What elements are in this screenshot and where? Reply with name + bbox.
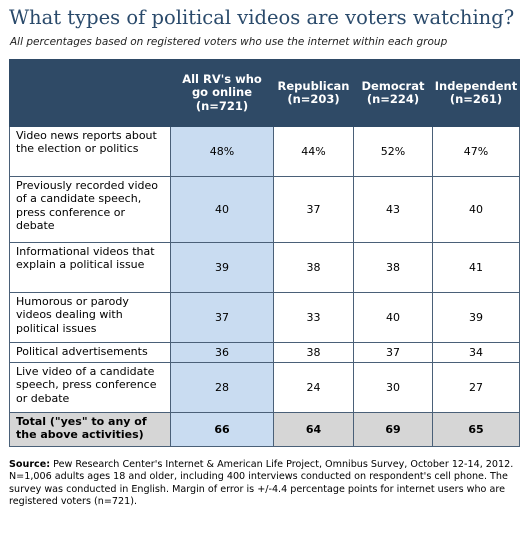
row-label: Video news reports about the election or… — [9, 126, 171, 177]
header-rep-line1: Republican — [277, 78, 350, 93]
value-cell: 48% — [170, 126, 274, 177]
table-body: Video news reports about the election or… — [9, 126, 520, 447]
value-cell: 30 — [353, 362, 433, 413]
value-cell: 36 — [170, 342, 274, 363]
header-democrat: Democrat (n=224) — [353, 59, 433, 127]
table-row: Live video of a candidate speech, press … — [9, 362, 520, 413]
source-text: Pew Research Center's Internet & America… — [9, 459, 514, 508]
value-cell: 47% — [432, 126, 520, 177]
value-cell: 34 — [432, 342, 520, 363]
table-row: Humorous or parody videos dealing with p… — [9, 292, 520, 343]
value-cell: 52% — [353, 126, 433, 177]
table-row: Previously recorded video of a candidate… — [9, 176, 520, 243]
row-label: Humorous or parody videos dealing with p… — [9, 292, 171, 343]
value-cell: 28 — [170, 362, 274, 413]
table-row: Informational videos that explain a poli… — [9, 242, 520, 293]
header-republican: Republican (n=203) — [273, 59, 354, 127]
header-all-rv: All RV's who go online (n=721) — [170, 59, 274, 127]
value-cell: 40 — [353, 292, 433, 343]
row-label: Previously recorded video of a candidate… — [9, 176, 171, 243]
header-independent: Independent (n=261) — [432, 59, 520, 127]
value-cell: 66 — [170, 412, 274, 447]
value-cell: 33 — [273, 292, 354, 343]
header-rep-line2: (n=203) — [287, 92, 340, 106]
value-cell: 69 — [353, 412, 433, 447]
header-dem-line2: (n=224) — [366, 92, 420, 106]
table-row: Video news reports about the election or… — [9, 126, 520, 177]
table-row: Total ("yes" to any of the above activit… — [9, 412, 520, 447]
header-empty-cell — [9, 59, 171, 127]
value-cell: 38 — [353, 242, 433, 293]
header-all-rv-line3: (n=721) — [195, 98, 249, 113]
data-table: All RV's who go online (n=721) Republica… — [9, 59, 520, 447]
value-cell: 38 — [273, 242, 354, 293]
value-cell: 39 — [170, 242, 274, 293]
chart-subtitle: All percentages based on registered vote… — [10, 36, 448, 48]
value-cell: 39 — [432, 292, 520, 343]
value-cell: 37 — [170, 292, 274, 343]
row-label: Live video of a candidate speech, press … — [9, 362, 171, 413]
value-cell: 65 — [432, 412, 520, 447]
header-ind-line1: Independent — [434, 78, 518, 93]
value-cell: 43 — [353, 176, 433, 243]
source-note: Source: Pew Research Center's Internet &… — [9, 459, 519, 509]
value-cell: 41 — [432, 242, 520, 293]
value-cell: 37 — [353, 342, 433, 363]
table-row: Political advertisements 36 38 37 34 — [9, 342, 520, 363]
row-label: Informational videos that explain a poli… — [9, 242, 171, 293]
value-cell: 38 — [273, 342, 354, 363]
source-label: Source: — [9, 459, 51, 470]
value-cell: 24 — [273, 362, 354, 413]
row-label: Total ("yes" to any of the above activit… — [9, 412, 171, 447]
value-cell: 27 — [432, 362, 520, 413]
value-cell: 40 — [170, 176, 274, 243]
value-cell: 40 — [432, 176, 520, 243]
value-cell: 64 — [273, 412, 354, 447]
header-dem-line1: Democrat — [361, 78, 425, 93]
header-all-rv-line2: go online — [191, 85, 253, 100]
value-cell: 37 — [273, 176, 354, 243]
header-all-rv-line1: All RV's who — [182, 72, 262, 87]
header-row: All RV's who go online (n=721) Republica… — [9, 59, 520, 127]
row-label: Political advertisements — [9, 342, 171, 363]
chart-title: What types of political videos are voter… — [9, 6, 515, 29]
header-ind-line2: (n=261) — [449, 92, 503, 106]
value-cell: 44% — [273, 126, 354, 177]
